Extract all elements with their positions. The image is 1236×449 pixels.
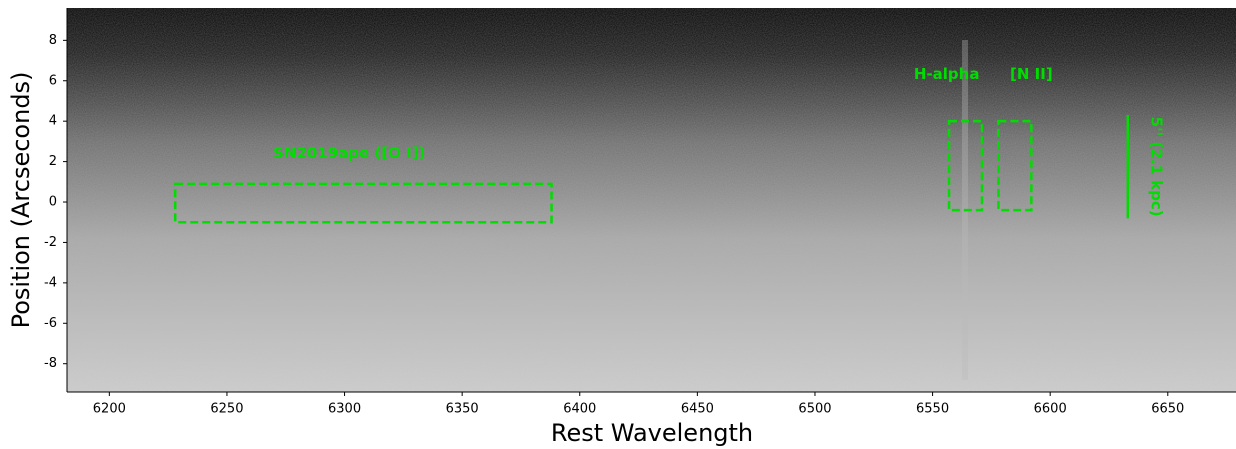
annotation-label: H-alpha bbox=[914, 65, 980, 83]
x-tick-label: 6450 bbox=[681, 402, 714, 417]
x-tick-label: 6350 bbox=[446, 402, 479, 417]
x-tick-label: 6550 bbox=[916, 402, 949, 417]
y-tick-label: 2 bbox=[49, 154, 57, 169]
y-tick-label: 8 bbox=[49, 33, 57, 48]
y-tick-label: 4 bbox=[49, 114, 57, 129]
y-tick-label: -8 bbox=[44, 356, 57, 371]
x-tick-label: 6400 bbox=[563, 402, 596, 417]
y-tick-label: -2 bbox=[44, 235, 57, 250]
x-tick-label: 6650 bbox=[1151, 402, 1184, 417]
region-box bbox=[173, 182, 553, 224]
x-tick-label: 6300 bbox=[328, 402, 361, 417]
region-box bbox=[997, 119, 1033, 212]
x-tick-label: 6250 bbox=[210, 402, 243, 417]
scale-bar-label: 5'' (2.1 kpc) bbox=[1148, 117, 1166, 217]
region-box bbox=[947, 119, 984, 212]
y-axis-label: Position (Arcseconds) bbox=[7, 72, 35, 329]
x-tick-label: 6500 bbox=[798, 402, 831, 417]
y-tick-label: 6 bbox=[49, 73, 57, 88]
annotation-label: [N II] bbox=[1010, 65, 1053, 83]
y-tick-label: -4 bbox=[44, 275, 57, 290]
y-tick-label: -6 bbox=[44, 316, 57, 331]
x-tick-label: 6200 bbox=[93, 402, 126, 417]
x-tick-label: 6600 bbox=[1034, 402, 1067, 417]
y-tick-label: 0 bbox=[49, 195, 57, 210]
annotation-label: SN2019ape ([O I]) bbox=[273, 144, 425, 162]
image-noise bbox=[67, 8, 1236, 392]
x-axis-label: Rest Wavelength bbox=[551, 419, 753, 447]
